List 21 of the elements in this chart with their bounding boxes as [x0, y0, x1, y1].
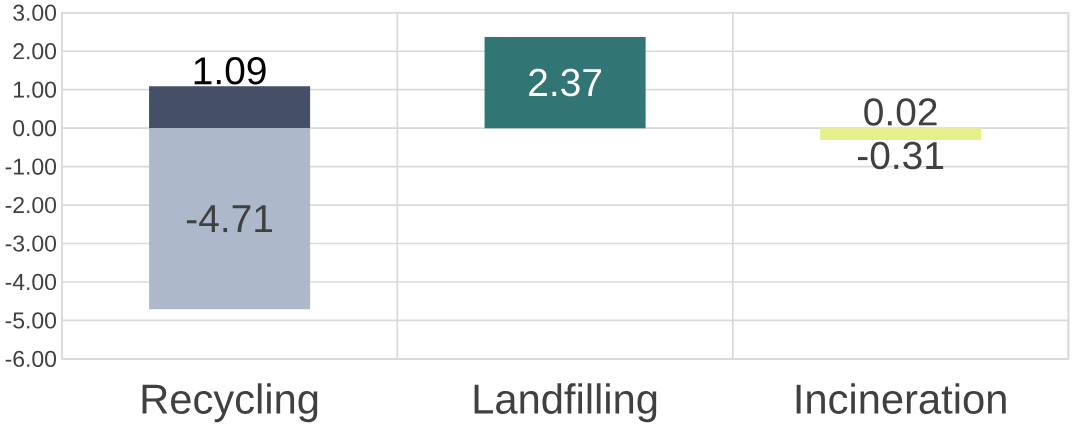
bar	[149, 128, 311, 310]
data-label: 1.09	[194, 57, 266, 85]
y-tick-label: 3.00	[13, 4, 57, 21]
data-label: -0.31	[857, 141, 944, 170]
data-label: -4.71	[186, 205, 273, 233]
x-tick-label: Landfilling	[474, 383, 657, 423]
y-tick-label: -6.00	[5, 350, 57, 368]
y-tick-label: 1.00	[14, 81, 57, 98]
y-tick-label: -1.00	[5, 158, 57, 175]
y-tick-label: 0.00	[13, 120, 57, 137]
data-label: 2.37	[529, 68, 602, 97]
y-tick-label: -2.00	[5, 197, 57, 214]
y-tick-label: -5.00	[5, 312, 57, 329]
data-label: 0.02	[864, 98, 937, 126]
x-tick-label: Recycling	[142, 383, 318, 423]
y-tick-label: 2.00	[13, 43, 57, 60]
x-tick-label: Incineration	[796, 383, 1006, 415]
y-tick-label: -3.00	[5, 235, 57, 252]
bar	[149, 86, 311, 129]
bar	[484, 37, 646, 129]
y-tick-label: -4.00	[5, 273, 57, 291]
